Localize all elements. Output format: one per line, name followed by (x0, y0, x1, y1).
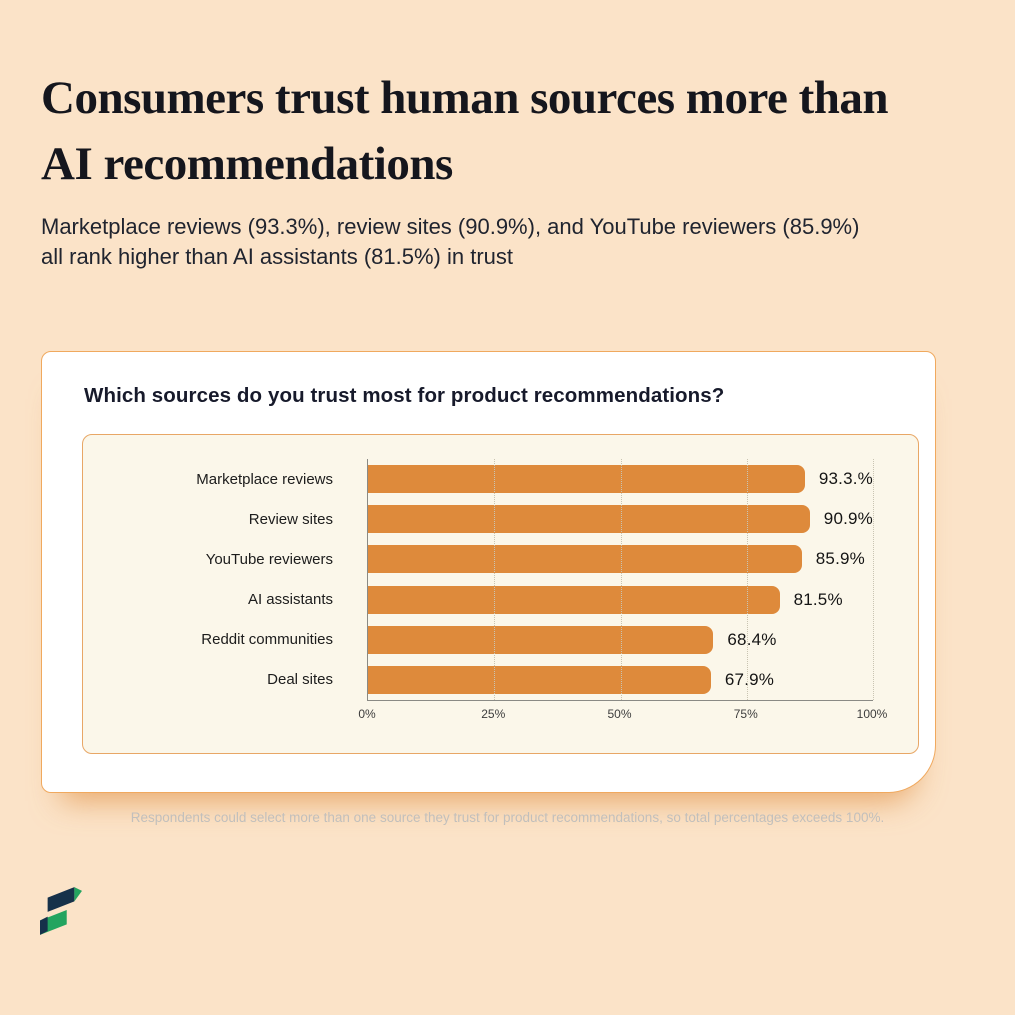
bar (368, 585, 780, 614)
x-tick-label: 75% (733, 707, 758, 721)
gridline-100% (873, 459, 874, 700)
gridline-75% (746, 459, 748, 700)
page-title: Consumers trust human sources more than … (41, 72, 889, 190)
category-label: YouTube reviewers (205, 550, 333, 568)
bar-row: 68.4% (368, 620, 873, 660)
category-label: Review sites (248, 510, 333, 528)
bar (368, 465, 805, 494)
chart-plot-area: 93.3.% 90.9% 85.9% 81.5% 68.4% 67.9% (367, 459, 874, 701)
chart-question-title: Which sources do you trust most for prod… (84, 384, 725, 407)
chart-x-axis-ticks: 0% 25% 50% 75% 100% (358, 707, 887, 727)
category-label: Marketplace reviews (196, 470, 333, 488)
header: Consumers trust human sources more than … (41, 66, 931, 272)
bar-row: 81.5% (368, 579, 873, 619)
x-tick-label: 50% (607, 707, 632, 721)
x-tick-label: 25% (481, 707, 506, 721)
logo-green-tip (74, 887, 82, 902)
chart-card: Which sources do you trust most for prod… (41, 351, 936, 793)
bar-row: 85.9% (368, 539, 873, 579)
chart-panel: Marketplace reviews Review sites YouTube r… (82, 434, 919, 754)
logo-dark-tip (40, 916, 48, 935)
bar-value-label: 90.9% (823, 509, 873, 529)
gridline-25% (494, 459, 496, 700)
bar-value-label: 85.9% (815, 549, 865, 569)
logo-dark-ribbon (47, 887, 75, 912)
bar (368, 505, 810, 534)
category-label: AI assistants (247, 591, 333, 609)
bar (368, 545, 802, 574)
chart-rows: 93.3.% 90.9% 85.9% 81.5% 68.4% 67.9% (368, 459, 873, 700)
chart-category-labels: Marketplace reviews Review sites YouTube r… (83, 459, 351, 700)
bar (368, 665, 711, 694)
bar-value-label: 81.5% (793, 589, 843, 609)
bar-row: 90.9% (368, 499, 873, 539)
category-label: Reddit communities (201, 631, 333, 649)
footnote: Respondents could select more than one s… (130, 810, 885, 825)
category-label: Deal sites (267, 671, 333, 689)
bar-value-label: 93.3.% (818, 469, 873, 489)
bar-row: 93.3.% (368, 459, 873, 499)
bar-row: 67.9% (368, 660, 873, 700)
bar-value-label: 67.9% (724, 669, 775, 689)
bar-value-label: 68.4% (727, 629, 777, 649)
page-subtitle: Marketplace reviews (93.3%), review site… (41, 213, 860, 269)
brand-logo (40, 887, 82, 935)
x-tick-label: 100% (856, 707, 888, 721)
gridline-50% (620, 459, 622, 700)
bar (368, 625, 714, 654)
x-tick-label: 0% (358, 707, 376, 721)
